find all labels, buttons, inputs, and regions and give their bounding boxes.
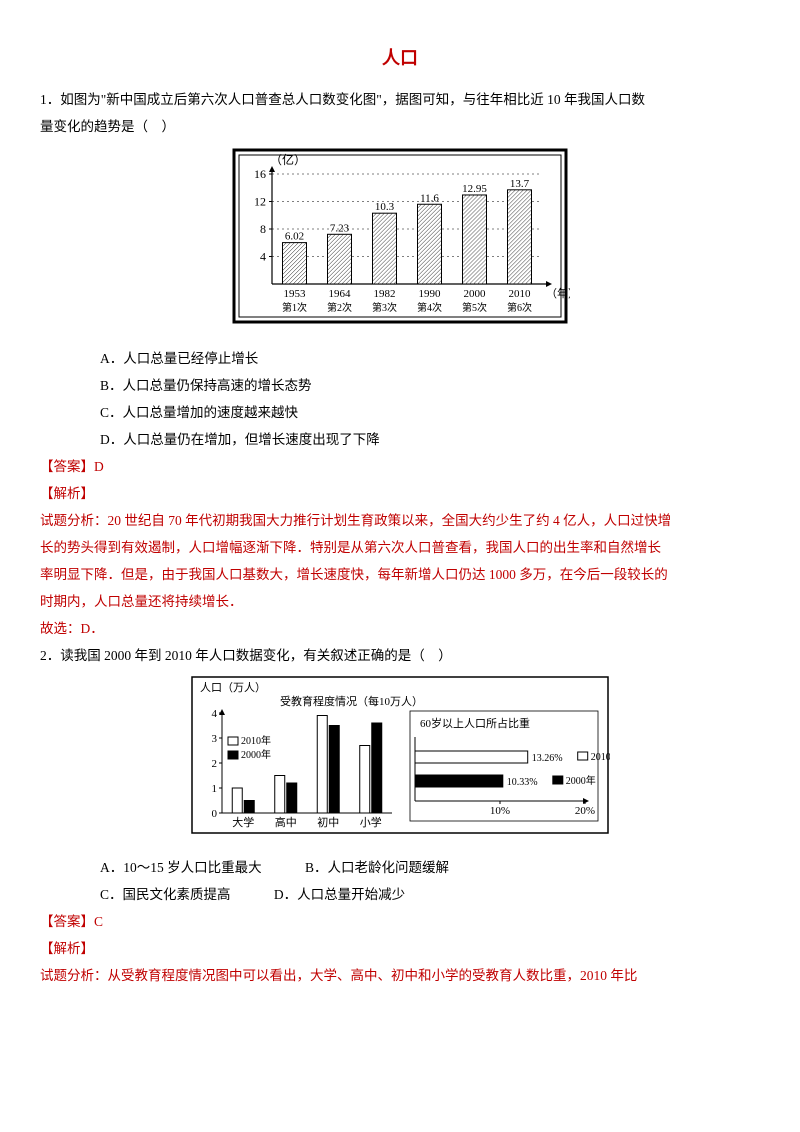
svg-text:16: 16 <box>254 167 266 181</box>
q2-options-2: C．国民文化素质提高 D．人口总量开始减少 <box>40 881 760 908</box>
svg-text:2: 2 <box>212 758 218 770</box>
svg-text:2000: 2000 <box>464 288 487 300</box>
q2-explain-1: 试题分析：从受教育程度情况图中可以看出，大学、高中、初中和小学的受教育人数比重，… <box>40 962 760 989</box>
svg-text:1953: 1953 <box>284 288 307 300</box>
svg-text:2010年: 2010年 <box>591 750 610 763</box>
q1-explain-1: 试题分析：20 世纪自 70 年代初期我国大力推行计划生育政策以来，全国大约少生… <box>40 507 760 534</box>
q2-stem: 2．读我国 2000 年到 2010 年人口数据变化，有关叙述正确的是（ ） <box>40 642 760 669</box>
svg-text:2000年: 2000年 <box>241 748 271 761</box>
q2-chart: 人口（万人）受教育程度情况（每10万人）01234大学高中初中小学2010年20… <box>40 675 760 844</box>
svg-text:13.7: 13.7 <box>510 178 530 190</box>
q2-answer: 【答案】C <box>40 908 760 935</box>
svg-text:小学: 小学 <box>360 815 382 829</box>
svg-text:（亿）: （亿） <box>270 152 306 167</box>
svg-text:（年）: （年） <box>546 286 570 300</box>
q1-opt-d: D．人口总量仍在增加，但增长速度出现了下降 <box>100 426 760 453</box>
q1-explain-header: 【解析】 <box>40 480 760 507</box>
svg-text:3: 3 <box>212 733 218 745</box>
q1-opt-b: B．人口总量仍保持高速的增长态势 <box>100 372 760 399</box>
svg-text:大学: 大学 <box>232 815 254 829</box>
svg-text:人口（万人）: 人口（万人） <box>200 681 266 694</box>
q1-explain-2: 长的势头得到有效遏制，人口增幅逐渐下降．特别是从第六次人口普查看，我国人口的出生… <box>40 534 760 561</box>
svg-text:第3次: 第3次 <box>372 301 397 314</box>
q1-explain-4: 时期内，人口总量还将持续增长． <box>40 588 760 615</box>
svg-text:12.95: 12.95 <box>462 183 487 195</box>
q2-explain-header: 【解析】 <box>40 935 760 962</box>
q2-opt-a: A．10～15 岁人口比重最大 <box>100 854 262 881</box>
q1-explain-5: 故选：D． <box>40 615 760 642</box>
svg-text:13.26%: 13.26% <box>532 753 563 764</box>
q2-opt-b: B．人口老龄化问题缓解 <box>305 854 449 881</box>
svg-text:12: 12 <box>254 195 266 209</box>
svg-text:4: 4 <box>260 250 266 264</box>
q1-answer: 【答案】D <box>40 453 760 480</box>
q2-opt-d: D．人口总量开始减少 <box>274 881 405 908</box>
q1-stem-line2: 量变化的趋势是（ ） <box>40 113 760 140</box>
svg-text:第4次: 第4次 <box>417 301 442 314</box>
svg-text:2010年: 2010年 <box>241 734 271 747</box>
svg-text:1: 1 <box>212 783 218 795</box>
svg-text:20%: 20% <box>575 805 595 817</box>
svg-text:10%: 10% <box>490 805 510 817</box>
q1-chart: （亿）4812166.021953第1次7.231964第2次10.31982第… <box>40 146 760 335</box>
svg-text:1990: 1990 <box>419 288 442 300</box>
svg-text:7.23: 7.23 <box>330 222 350 234</box>
svg-text:0: 0 <box>212 808 218 820</box>
svg-text:第6次: 第6次 <box>507 301 532 314</box>
svg-text:1982: 1982 <box>374 288 396 300</box>
svg-text:10.3: 10.3 <box>375 201 395 213</box>
q1-opt-a: A．人口总量已经停止增长 <box>100 345 760 372</box>
education-age-chart: 人口（万人）受教育程度情况（每10万人）01234大学高中初中小学2010年20… <box>190 675 610 835</box>
q1-stem-line1: 1．如图为"新中国成立后第六次人口普查总人口数变化图"，据图可知，与往年相比近 … <box>40 86 760 113</box>
svg-text:第1次: 第1次 <box>282 301 307 314</box>
svg-text:10.33%: 10.33% <box>507 777 538 788</box>
svg-text:第5次: 第5次 <box>462 301 487 314</box>
svg-text:受教育程度情况（每10万人）: 受教育程度情况（每10万人） <box>280 694 423 708</box>
q1-options: A．人口总量已经停止增长 B．人口总量仍保持高速的增长态势 C．人口总量增加的速… <box>40 345 760 453</box>
census-bar-chart: （亿）4812166.021953第1次7.231964第2次10.31982第… <box>230 146 570 326</box>
svg-text:初中: 初中 <box>317 815 339 829</box>
q2-opt-c: C．国民文化素质提高 <box>100 881 231 908</box>
page-title: 人口 <box>40 40 760 76</box>
svg-text:11.6: 11.6 <box>420 192 439 204</box>
q1-opt-c: C．人口总量增加的速度越来越快 <box>100 399 760 426</box>
svg-text:1964: 1964 <box>329 288 352 300</box>
svg-text:2000年: 2000年 <box>566 774 596 787</box>
svg-text:60岁以上人口所占比重: 60岁以上人口所占比重 <box>420 716 530 730</box>
svg-text:2010: 2010 <box>509 288 532 300</box>
q1-explain-3: 率明显下降．但是，由于我国人口基数大，增长速度快，每年新增人口仍达 1000 多… <box>40 561 760 588</box>
svg-text:6.02: 6.02 <box>285 231 304 243</box>
svg-text:第2次: 第2次 <box>327 301 352 314</box>
q2-options-1: A．10～15 岁人口比重最大 B．人口老龄化问题缓解 <box>40 854 760 881</box>
svg-text:4: 4 <box>212 708 218 720</box>
svg-text:8: 8 <box>260 222 266 236</box>
svg-text:高中: 高中 <box>275 815 297 829</box>
